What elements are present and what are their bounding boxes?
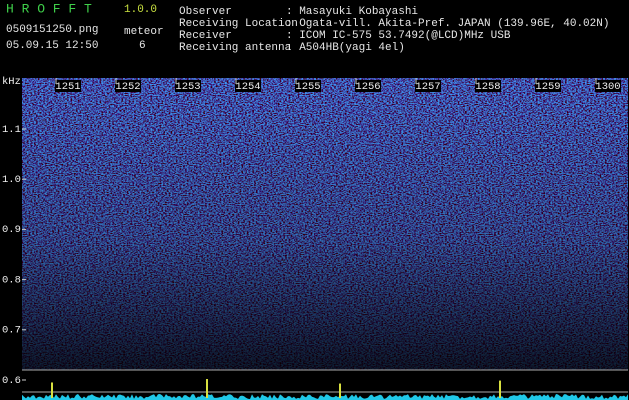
info-label: Receiving Location (179, 18, 298, 30)
x-tick-label: 1255 (295, 81, 320, 93)
version: 1.0.0 (124, 4, 157, 16)
x-label-bg (595, 80, 621, 92)
y-tick-label: 1.0 (2, 174, 21, 186)
x-label-bg (55, 80, 81, 92)
x-tick-label: 1257 (415, 81, 440, 93)
y-unit: kHz (2, 76, 21, 88)
x-tick-label: 1252 (115, 81, 140, 93)
x-tick-label: 1253 (175, 81, 200, 93)
info-value: : Ogata-vill. Akita-Pref. JAPAN (139.96E… (286, 18, 609, 30)
app-name: H R O F F T (6, 1, 92, 16)
y-tick-label: 0.9 (2, 224, 21, 236)
x-label-bg (235, 80, 261, 92)
info-value: : Masayuki Kobayashi (286, 6, 418, 18)
x-axis: 1251 1252 1253 1254 1255 1256 1257 1258 1259 1300 (55, 78, 621, 93)
datetime: 05.09.15 12:50 (6, 40, 98, 52)
meteor-count: 6 (139, 40, 146, 52)
info-label: Observer (179, 6, 232, 18)
x-tick-label: 1258 (475, 81, 500, 93)
x-label-bg (175, 80, 201, 92)
y-tick-label: 0.6 (2, 375, 21, 387)
y-tick-label: 1.1 (2, 124, 21, 136)
x-label-bg (355, 80, 381, 92)
y-tick-label: 0.8 (2, 274, 21, 286)
x-label-bg (475, 80, 501, 92)
info-label: Receiver (179, 30, 232, 42)
x-label-bg (535, 80, 561, 92)
x-label-bg (295, 80, 321, 92)
noise-floor (22, 394, 628, 400)
info-label: Receiving antenna (179, 42, 292, 54)
x-tick-label: 1259 (535, 81, 560, 93)
signal-trace (22, 379, 628, 400)
x-tick-label: 1300 (595, 81, 620, 93)
x-tick-label: 1251 (55, 81, 80, 93)
info-value: : ICOM IC-575 53.7492(@LCD)MHz USB (286, 30, 511, 42)
info-value: : A504HB(yagi 4el) (286, 42, 405, 54)
spectrogram-fade (22, 78, 628, 370)
filename: 0509151250.png (6, 24, 98, 36)
x-label-bg (415, 80, 441, 92)
y-axis: 1.1 1.0 0.9 0.8 0.7 0.6 (2, 124, 26, 387)
x-tick-label: 1256 (355, 81, 380, 93)
y-tick-label: 0.7 (2, 325, 21, 337)
x-label-bg (115, 80, 141, 92)
meteor-label: meteor (124, 26, 164, 38)
x-tick-label: 1254 (235, 81, 260, 93)
